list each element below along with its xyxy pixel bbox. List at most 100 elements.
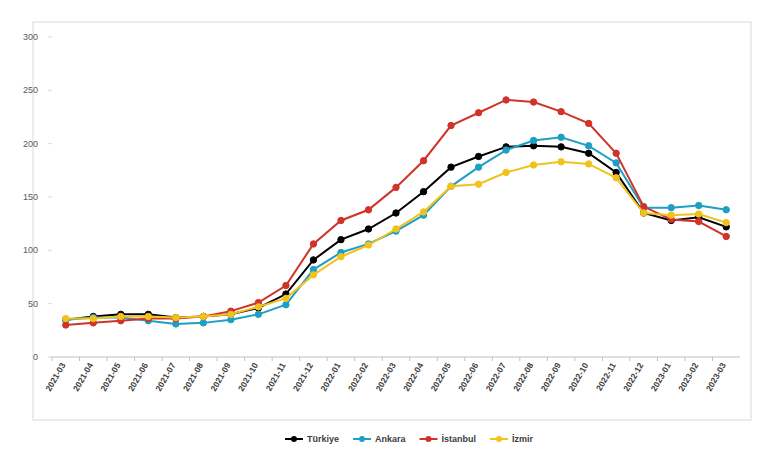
data-point (173, 314, 179, 320)
y-tick-label: 0 (33, 352, 38, 362)
legend-marker (426, 436, 432, 442)
x-tick (162, 357, 163, 361)
data-point (696, 211, 702, 217)
x-tick-label: 2021-11 (264, 361, 288, 393)
data-point (310, 272, 316, 278)
data-point (448, 183, 454, 189)
legend-label: İzmir (512, 434, 534, 444)
y-tick (48, 357, 52, 358)
data-point (145, 313, 151, 319)
x-tick-label: 2021-12 (291, 361, 315, 393)
data-point (585, 120, 591, 126)
x-tick-label: 2021-07 (153, 361, 177, 393)
data-point (310, 257, 316, 263)
legend: TürkiyeAnkaraİstanbulİzmir (285, 434, 534, 444)
data-point (558, 108, 564, 114)
y-tick (48, 143, 52, 144)
data-point (420, 158, 426, 164)
data-point (558, 159, 564, 165)
x-tick-label: 2022-09 (539, 361, 563, 393)
data-point (420, 209, 426, 215)
data-point (503, 169, 509, 175)
y-axis (52, 37, 53, 357)
data-point (393, 184, 399, 190)
x-tick (547, 357, 548, 361)
y-tick (48, 90, 52, 91)
data-point (613, 150, 619, 156)
data-point (338, 254, 344, 260)
x-tick (712, 357, 713, 361)
series-line (66, 146, 726, 320)
data-point (338, 217, 344, 223)
x-tick (409, 357, 410, 361)
x-tick (492, 357, 493, 361)
data-point (585, 143, 591, 149)
x-tick (79, 357, 80, 361)
y-tick (48, 303, 52, 304)
data-point (420, 188, 426, 194)
legend-marker (291, 436, 297, 442)
y-tick (48, 250, 52, 251)
data-point (393, 210, 399, 216)
chart-svg: 0501001502002503002021-032021-042021-052… (0, 0, 760, 450)
data-point (503, 97, 509, 103)
data-point (200, 313, 206, 319)
data-point (310, 241, 316, 247)
y-tick-label: 150 (23, 192, 38, 202)
data-point (228, 311, 234, 317)
x-tick (519, 357, 520, 361)
data-point (448, 183, 454, 189)
data-point (365, 207, 371, 213)
x-tick (684, 357, 685, 361)
data-point (283, 295, 289, 301)
data-point (200, 320, 206, 326)
x-tick (272, 357, 273, 361)
x-tick (107, 357, 108, 361)
data-point (448, 164, 454, 170)
y-tick (48, 37, 52, 38)
data-point (696, 218, 702, 224)
x-tick (657, 357, 658, 361)
x-tick-label: 2022-04 (401, 361, 425, 393)
x-tick-label: 2023-02 (676, 361, 700, 393)
x-tick (299, 357, 300, 361)
x-tick-label: 2022-08 (511, 361, 535, 393)
data-point (338, 236, 344, 242)
x-tick (327, 357, 328, 361)
data-point (200, 313, 206, 319)
data-point (475, 110, 481, 116)
data-point (90, 315, 96, 321)
x-axis (52, 357, 740, 358)
x-tick-label: 2021-08 (181, 361, 205, 393)
data-point (613, 175, 619, 181)
data-point (475, 164, 481, 170)
x-tick-label: 2022-07 (484, 361, 508, 393)
data-point (530, 137, 536, 143)
data-point (668, 212, 674, 218)
chart: 0501001502002503002021-032021-042021-052… (0, 0, 760, 450)
x-tick (134, 357, 135, 361)
x-tick (217, 357, 218, 361)
x-tick (602, 357, 603, 361)
x-tick-label: 2023-03 (704, 361, 728, 393)
data-point (393, 226, 399, 232)
data-point (640, 210, 646, 216)
y-tick (48, 197, 52, 198)
data-point (63, 315, 69, 321)
x-tick (437, 357, 438, 361)
data-point (283, 302, 289, 308)
data-point (640, 210, 646, 216)
series-line (66, 162, 726, 319)
x-tick-label: 2021-05 (98, 361, 122, 393)
data-point (723, 233, 729, 239)
data-point (530, 99, 536, 105)
data-point (448, 122, 454, 128)
x-tick (574, 357, 575, 361)
data-point (475, 153, 481, 159)
x-tick-label: 2022-01 (318, 361, 342, 393)
data-point (365, 242, 371, 248)
legend-label: Ankara (375, 434, 407, 444)
x-tick-label: 2022-12 (621, 361, 645, 393)
y-tick-label: 100 (23, 245, 38, 255)
y-tick-label: 50 (28, 299, 38, 309)
